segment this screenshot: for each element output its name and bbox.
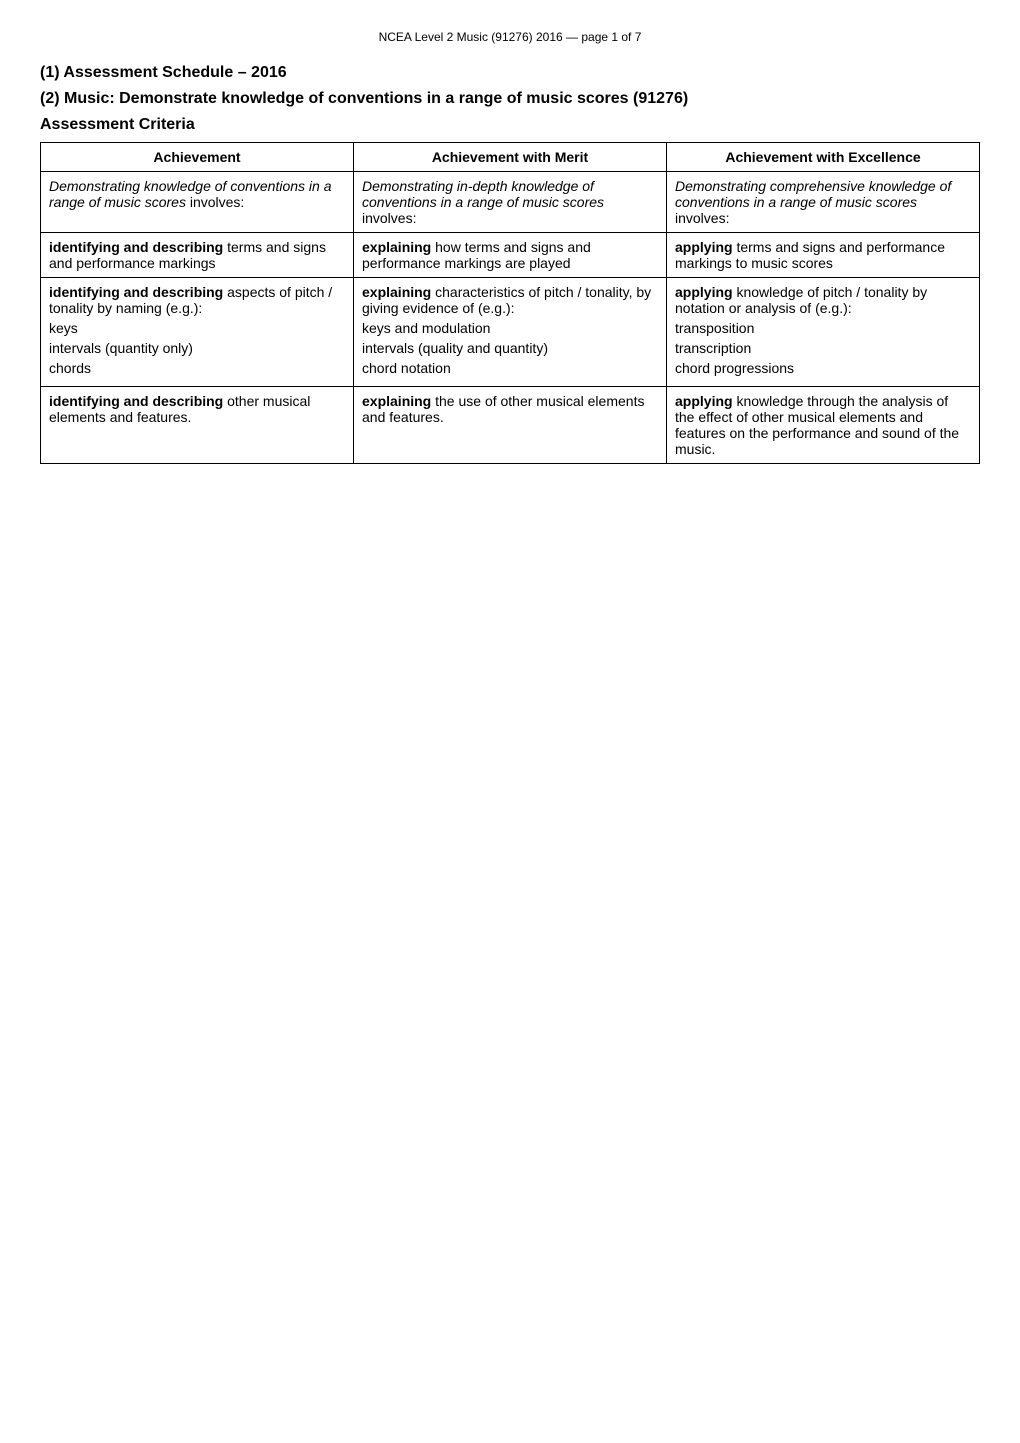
cell-a1: identifying and describing terms and sig… <box>41 233 354 278</box>
bold-text: explaining <box>362 284 431 300</box>
bold-text: explaining <box>362 393 431 409</box>
col-excellence: Achievement with Excellence <box>667 143 980 172</box>
cell-m2: explaining characteristics of pitch / to… <box>354 278 667 387</box>
table-row: identifying and describing other musical… <box>41 387 980 464</box>
cell-a0: Demonstrating knowledge of conventions i… <box>41 172 354 233</box>
text: involves: <box>362 210 416 226</box>
text: intervals (quality and quantity) <box>362 340 658 356</box>
page-number-header: NCEA Level 2 Music (91276) 2016 — page 1… <box>40 30 980 44</box>
text: transposition <box>675 320 971 336</box>
title-2: (2) Music: Demonstrate knowledge of conv… <box>40 90 980 108</box>
bold-text: applying <box>675 284 733 300</box>
text: transcription <box>675 340 971 356</box>
cell-m0: Demonstrating in-depth knowledge of conv… <box>354 172 667 233</box>
bold-text: identifying and describing <box>49 239 223 255</box>
table-row: Demonstrating knowledge of conventions i… <box>41 172 980 233</box>
cell-m1: explaining how terms and signs and perfo… <box>354 233 667 278</box>
cell-e0: Demonstrating comprehensive knowledge of… <box>667 172 980 233</box>
text: involves: <box>186 194 244 210</box>
text: chords <box>49 360 345 376</box>
assessment-criteria-table: Achievement Achievement with Merit Achie… <box>40 142 980 464</box>
col-achievement: Achievement <box>41 143 354 172</box>
text: chord progressions <box>675 360 971 376</box>
cell-e2: applying knowledge of pitch / tonality b… <box>667 278 980 387</box>
col-merit: Achievement with Merit <box>354 143 667 172</box>
italic-text: Demonstrating in-depth knowledge of conv… <box>362 178 604 210</box>
cell-e1: applying terms and signs and performance… <box>667 233 980 278</box>
table-row: identifying and describing aspects of pi… <box>41 278 980 387</box>
bold-text: identifying and describing <box>49 284 223 300</box>
table-row: identifying and describing terms and sig… <box>41 233 980 278</box>
cell-m3: explaining the use of other musical elem… <box>354 387 667 464</box>
bold-text: applying <box>675 239 733 255</box>
text: intervals (quantity only) <box>49 340 345 356</box>
table-header-row: Achievement Achievement with Merit Achie… <box>41 143 980 172</box>
subheading: Assessment Criteria <box>40 116 980 134</box>
cell-a3: identifying and describing other musical… <box>41 387 354 464</box>
bold-text: explaining <box>362 239 431 255</box>
text: keys and modulation <box>362 320 658 336</box>
cell-a2: identifying and describing aspects of pi… <box>41 278 354 387</box>
text: keys <box>49 320 345 336</box>
text: chord notation <box>362 360 658 376</box>
italic-text: Demonstrating comprehensive knowledge of… <box>675 178 951 210</box>
title-1: (1) Assessment Schedule – 2016 <box>40 64 980 82</box>
bold-text: identifying and describing <box>49 393 223 409</box>
cell-e3: applying knowledge through the analysis … <box>667 387 980 464</box>
bold-text: applying <box>675 393 733 409</box>
text: involves: <box>675 210 729 226</box>
